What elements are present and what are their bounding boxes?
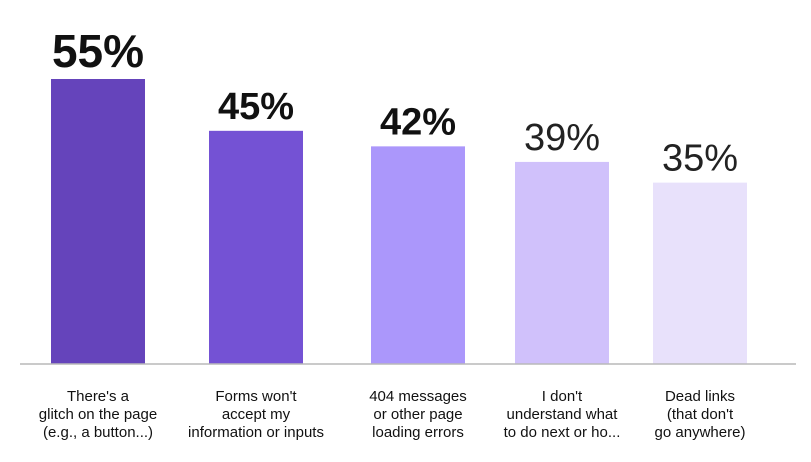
category-label: There's a glitch on the page (e.g., a bu… xyxy=(38,388,158,441)
bar-5 xyxy=(653,182,747,364)
bar-2 xyxy=(209,130,303,364)
value-label-4: 39% xyxy=(524,117,600,159)
category-label: 404 messages or other page loading error… xyxy=(369,388,467,441)
category-label: Forms won't accept my information or inp… xyxy=(188,388,324,441)
value-label-2: 45% xyxy=(218,86,294,128)
value-labels: 55% 45% 42% 39% 35% xyxy=(52,25,738,180)
bar-1 xyxy=(51,79,145,364)
value-label-1: 55% xyxy=(52,25,144,77)
category-label: I don't understand what to do next or ho… xyxy=(503,388,621,441)
category-label: Dead links (that don't go anywhere) xyxy=(654,388,746,441)
bar-4 xyxy=(515,161,609,364)
value-label-3: 42% xyxy=(380,101,456,143)
bars xyxy=(51,79,747,364)
value-label-5: 35% xyxy=(662,138,738,180)
bar-3 xyxy=(371,146,465,364)
